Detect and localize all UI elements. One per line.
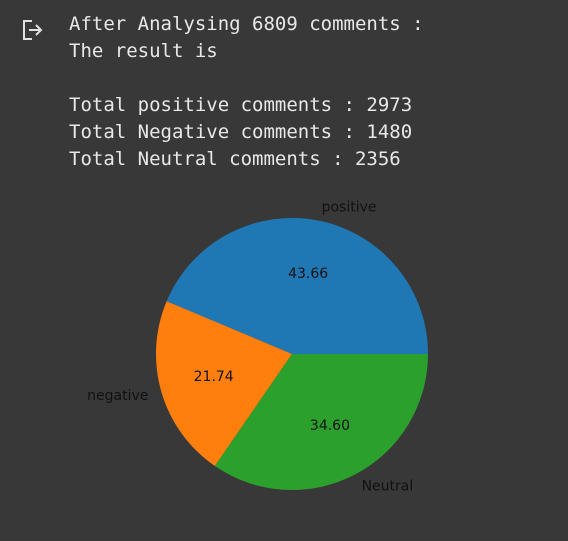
output-line-negative-total: Total Negative comments : 1480 [69, 121, 413, 143]
pie-slice-neutral [214, 354, 428, 491]
pie-percent-neutral: 34.60 [310, 418, 350, 434]
output-line-neutral-total: Total Neutral comments : 2356 [69, 148, 401, 170]
pie-slice-negative [155, 301, 292, 466]
output-line-summary: After Analysing 6809 comments : [69, 13, 424, 35]
pie-slice-positive [166, 218, 429, 354]
pie-percent-negative: 21.74 [194, 369, 234, 385]
pie-percent-positive: 43.66 [288, 266, 328, 282]
output-line-positive-total: Total positive comments : 2973 [69, 94, 413, 116]
output-line-result-heading: The result is [69, 40, 218, 62]
stdout-text: After Analysing 6809 comments : The resul… [69, 11, 424, 173]
pie-label-neutral: Neutral [362, 478, 414, 494]
output-redirect-icon[interactable] [20, 17, 46, 43]
pie-label-negative: negative [87, 388, 148, 404]
pie-label-positive: positive [322, 199, 377, 215]
